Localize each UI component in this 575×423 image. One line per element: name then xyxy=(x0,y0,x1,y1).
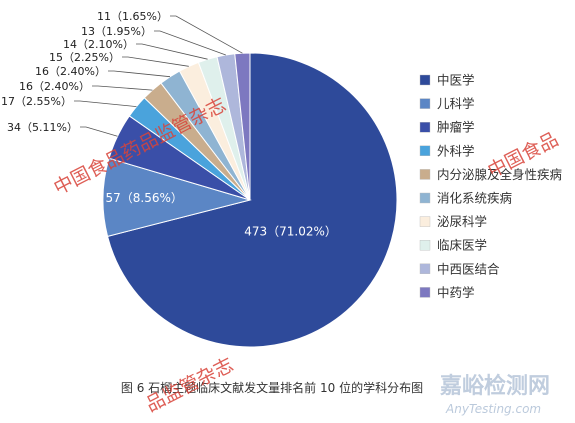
leader-line-10 xyxy=(170,15,243,54)
slice-label-3: 34（5.11%） xyxy=(7,121,78,134)
slice-label-8: 14（2.10%） xyxy=(63,38,134,51)
leader-line-9 xyxy=(154,30,226,56)
leader-line-6 xyxy=(108,70,171,78)
legend-swatch-1 xyxy=(419,74,431,86)
slice-label-9: 13（1.95%） xyxy=(81,25,152,38)
legend-swatch-7 xyxy=(419,216,431,227)
slice-labels: 473（71.02%） 57（8.56%） 34（5.11%） 17（2.55%） 16… xyxy=(1,10,337,239)
legend-label-8: 临床医学 xyxy=(437,238,487,253)
legend-swatch-10 xyxy=(419,287,431,298)
slice-label-6: 16（2.40%） xyxy=(35,65,106,78)
slice-label-4: 17（2.55%） xyxy=(1,95,72,108)
legend-label-2: 儿科学 xyxy=(437,96,475,111)
legend-label-4: 外科学 xyxy=(437,143,475,158)
leader-lines xyxy=(74,15,243,137)
slice-label-2: 57（8.56%） xyxy=(105,191,182,205)
legend: 中医学儿科学肿瘤学外科学内分泌腺及全身性疾病消化系统疾病泌尿科学临床医学中西医结… xyxy=(419,73,562,300)
site-watermark-name: 嘉峪检测网 xyxy=(440,373,550,399)
pie-slices xyxy=(102,52,398,348)
leader-line-3 xyxy=(80,126,118,137)
legend-swatch-8 xyxy=(419,239,431,251)
legend-label-3: 肿瘤学 xyxy=(437,120,475,135)
slice-label-7: 15（2.25%） xyxy=(49,51,120,64)
legend-swatch-4 xyxy=(419,145,431,157)
legend-swatch-6 xyxy=(419,192,431,204)
leader-line-7 xyxy=(122,56,189,67)
slice-label-5: 16（2.40%） xyxy=(19,80,90,93)
legend-swatch-5 xyxy=(419,169,431,180)
legend-swatch-2 xyxy=(419,98,431,109)
legend-label-5: 内分泌腺及全身性疾病 xyxy=(437,167,562,182)
slice-label-10: 11（1.65%） xyxy=(97,10,168,23)
leader-line-4 xyxy=(74,100,137,107)
slice-label-1: 473（71.02%） xyxy=(244,225,337,239)
legend-label-9: 中西医结合 xyxy=(437,261,500,276)
site-watermark-url: AnyTesting.com xyxy=(445,402,541,416)
legend-label-7: 泌尿科学 xyxy=(437,214,487,229)
legend-label-6: 消化系统疾病 xyxy=(437,191,512,206)
caption: 图 6 石榴主题临床文献发文量排名前 10 位的学科分布图 xyxy=(121,380,423,395)
legend-label-10: 中药学 xyxy=(437,285,475,300)
pie-slice-1 xyxy=(106,52,398,348)
legend-swatch-9 xyxy=(419,263,431,274)
leader-line-5 xyxy=(92,85,153,91)
leader-line-8 xyxy=(136,43,208,60)
legend-swatch-3 xyxy=(419,121,431,133)
legend-label-1: 中医学 xyxy=(437,73,475,88)
